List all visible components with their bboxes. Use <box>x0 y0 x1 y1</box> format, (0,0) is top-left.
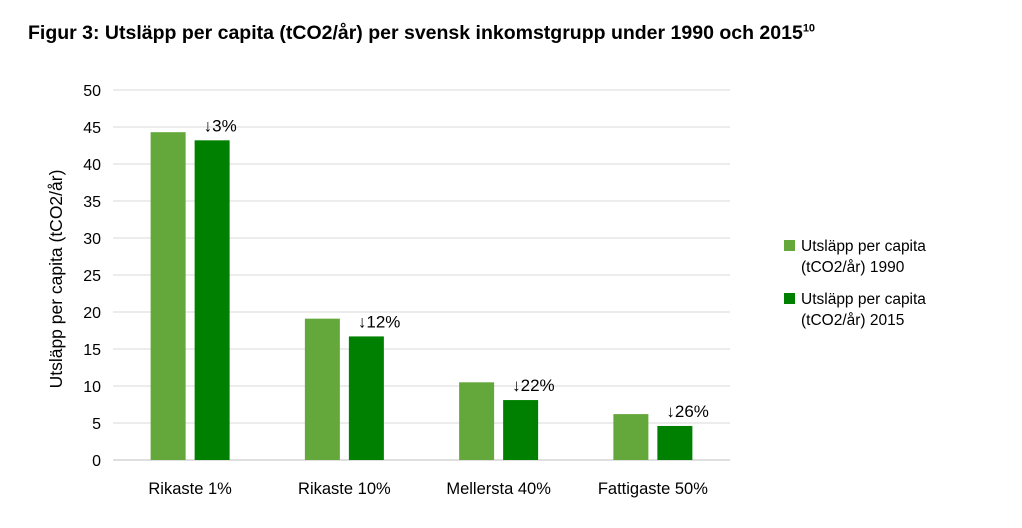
legend-label: Utsläpp per capita <box>801 238 926 255</box>
y-tick-label: 5 <box>92 416 101 433</box>
y-tick-label: 40 <box>83 157 101 174</box>
category-labels: Rikaste 1% Rikaste 10% Mellersta 40% Fattig… <box>148 480 708 498</box>
bar-2015 <box>194 140 230 460</box>
bar-1990 <box>459 382 495 460</box>
change-annotations: ↓3% ↓12% ↓22% ↓26% <box>204 116 709 421</box>
y-tick-label: 35 <box>83 194 101 211</box>
legend-swatch-1990 <box>784 240 795 251</box>
legend-label: Utsläpp per capita <box>801 291 926 308</box>
y-tick-label: 10 <box>83 379 101 396</box>
legend-label: (tCO2/år) 1990 <box>801 259 905 276</box>
chart-title: Figur 3: Utsläpp per capita (tCO2/år) pe… <box>28 22 815 45</box>
bar-1990 <box>150 132 186 460</box>
y-tick-label: 50 <box>83 83 101 100</box>
bar-1990 <box>304 318 340 460</box>
category-label: Rikaste 1% <box>148 480 232 498</box>
y-tick-label: 15 <box>83 342 101 359</box>
y-tick-label: 30 <box>83 231 101 248</box>
title-footnote: 10 <box>802 22 816 35</box>
y-tick-labels: 0 5 10 15 20 25 30 35 40 45 50 <box>83 83 101 470</box>
legend-swatch-2015 <box>784 293 795 304</box>
legend: Utsläpp per capita (tCO2/år) 1990 Utsläpp … <box>784 238 926 329</box>
y-tick-label: 45 <box>83 120 101 137</box>
legend-label: (tCO2/år) 2015 <box>801 312 904 329</box>
category-label: Mellersta 40% <box>446 480 551 498</box>
y-tick-label: 0 <box>92 453 101 470</box>
change-annotation: ↓12% <box>358 312 401 331</box>
category-label: Fattigaste 50% <box>598 480 708 498</box>
y-axis-label: Utsläpp per capita (tCO2/år) <box>46 170 66 389</box>
chart-title-text: Figur 3: Utsläpp per capita (tCO2/år) pe… <box>28 22 803 44</box>
bar-2015 <box>348 336 384 460</box>
bar-2015 <box>657 425 693 460</box>
y-tick-label: 20 <box>83 305 101 322</box>
change-annotation: ↓3% <box>204 116 237 135</box>
bar-1990 <box>613 414 649 460</box>
bar-2015 <box>503 400 539 460</box>
change-annotation: ↓22% <box>512 376 555 395</box>
change-annotation: ↓26% <box>666 402 709 421</box>
y-tick-label: 25 <box>83 268 101 285</box>
category-label: Rikaste 10% <box>298 480 391 498</box>
bars <box>150 132 693 460</box>
